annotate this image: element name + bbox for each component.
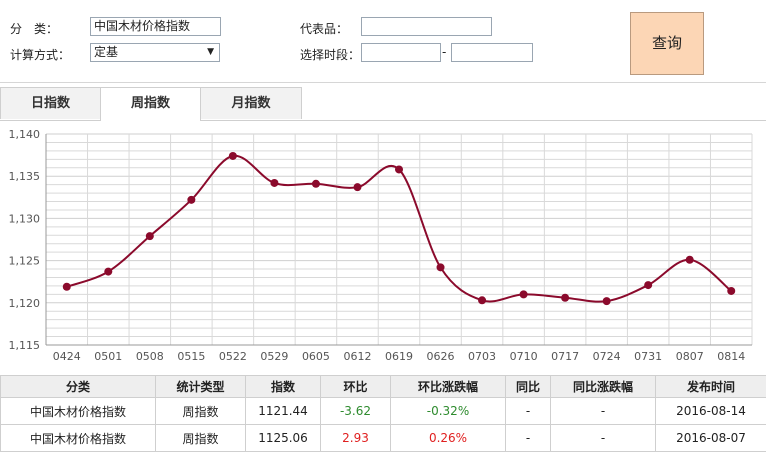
- product-label: 代表品：: [300, 22, 349, 36]
- cell-type: 周指数: [155, 397, 246, 425]
- tab-daily[interactable]: 日指数: [0, 87, 101, 119]
- period-label: 选择时段：: [300, 48, 361, 62]
- data-point: [104, 267, 113, 276]
- column-header: 统计类型: [155, 375, 246, 398]
- x-tick-label: 0703: [468, 350, 496, 363]
- y-tick-label: 1,140: [9, 128, 41, 141]
- data-point: [311, 179, 320, 188]
- y-tick-label: 1,130: [9, 212, 41, 225]
- cell-index: 1121.44: [245, 397, 321, 425]
- product-input[interactable]: [361, 17, 492, 36]
- data-point: [644, 281, 653, 290]
- period-end-input[interactable]: [451, 43, 533, 62]
- cell-date: 2016-08-14: [655, 397, 766, 425]
- x-tick-label: 0612: [343, 350, 371, 363]
- cell-yoy: -: [505, 397, 551, 425]
- x-tick-label: 0522: [219, 350, 247, 363]
- data-point: [145, 232, 154, 241]
- cell-mom-pct: -0.32%: [390, 397, 506, 425]
- weekly-index-chart: 1,115 1,120 1,125 1,130 1,135 1,140 0424 0501 05…: [9, 128, 753, 363]
- x-tick-label: 0619: [385, 350, 413, 363]
- table-row: 中国木材价格指数 周指数 1121.44 -3.62 -0.32% - - 20…: [0, 397, 766, 425]
- data-point: [727, 286, 736, 295]
- x-tick-label: 0515: [177, 350, 205, 363]
- tab-bar: 日指数 周指数 月指数: [0, 87, 766, 121]
- x-tick-label: 0807: [676, 350, 704, 363]
- column-header: 分类: [0, 375, 156, 398]
- cell-type: 周指数: [155, 424, 246, 452]
- column-header: 同比: [505, 375, 551, 398]
- y-tick-label: 1,135: [9, 170, 41, 183]
- data-point: [436, 263, 445, 272]
- cell-mom: 2.93: [320, 424, 391, 452]
- x-tick-label: 0717: [551, 350, 579, 363]
- x-tick-label: 0529: [260, 350, 288, 363]
- query-button[interactable]: 查询: [630, 12, 704, 75]
- data-point: [62, 282, 71, 291]
- column-header: 指数: [245, 375, 321, 398]
- cell-index: 1125.06: [245, 424, 321, 452]
- data-point: [395, 165, 403, 174]
- x-tick-label: 0501: [94, 350, 122, 363]
- data-point: [519, 290, 528, 299]
- cell-category: 中国木材价格指数: [0, 397, 156, 425]
- cell-category: 中国木材价格指数: [0, 424, 156, 452]
- column-header: 环比涨跌幅: [390, 375, 506, 398]
- column-header: 发布时间: [655, 375, 766, 398]
- period-start-input[interactable]: [361, 43, 441, 62]
- x-tick-label: 0424: [53, 350, 81, 363]
- period-separator: -: [442, 45, 447, 59]
- column-header: 环比: [320, 375, 391, 398]
- x-tick-label: 0724: [593, 350, 621, 363]
- data-point: [685, 255, 694, 264]
- y-tick-label: 1,115: [9, 339, 41, 352]
- tab-divider: [0, 120, 766, 121]
- x-tick-label: 0508: [136, 350, 164, 363]
- x-tick-label: 0710: [510, 350, 538, 363]
- y-tick-label: 1,120: [9, 297, 41, 310]
- x-tick-label: 0626: [427, 350, 455, 363]
- data-point: [187, 195, 196, 204]
- category-label: 分 类：: [10, 22, 59, 36]
- cell-mom-pct: 0.26%: [390, 424, 506, 452]
- x-tick-label: 0731: [634, 350, 662, 363]
- y-tick-label: 1,125: [9, 255, 41, 268]
- tab-weekly[interactable]: 周指数: [100, 87, 201, 121]
- x-tick-label: 0605: [302, 350, 330, 363]
- tab-monthly[interactable]: 月指数: [200, 87, 302, 119]
- data-point: [270, 178, 279, 187]
- x-tick-label: 0814: [717, 350, 745, 363]
- data-point: [561, 293, 570, 302]
- data-point: [478, 296, 487, 305]
- method-select-value: 定基: [94, 45, 119, 59]
- cell-date: 2016-08-07: [655, 424, 766, 452]
- category-field[interactable]: 中国木材价格指数: [90, 17, 221, 36]
- index-table: 分类 统计类型 指数 环比 环比涨跌幅 同比 同比涨跌幅 发布时间 中国木材价格…: [0, 375, 766, 452]
- cell-yoy: -: [505, 424, 551, 452]
- table-row: 中国木材价格指数 周指数 1125.06 2.93 0.26% - - 2016…: [0, 424, 766, 452]
- method-label: 计算方式：: [10, 48, 71, 62]
- filter-panel: 分 类： 中国木材价格指数 计算方式： 定基 ▼ 代表品： 选择时段： - 查询: [0, 0, 766, 83]
- method-select[interactable]: 定基 ▼: [90, 43, 220, 62]
- cell-yoy-pct: -: [550, 424, 656, 452]
- cell-yoy-pct: -: [550, 397, 656, 425]
- column-header: 同比涨跌幅: [550, 375, 656, 398]
- data-point: [353, 183, 362, 192]
- data-point: [602, 297, 611, 306]
- table-header-row: 分类 统计类型 指数 环比 环比涨跌幅 同比 同比涨跌幅 发布时间: [0, 375, 766, 398]
- data-point: [228, 151, 237, 160]
- cell-mom: -3.62: [320, 397, 391, 425]
- chevron-down-icon: ▼: [207, 47, 214, 57]
